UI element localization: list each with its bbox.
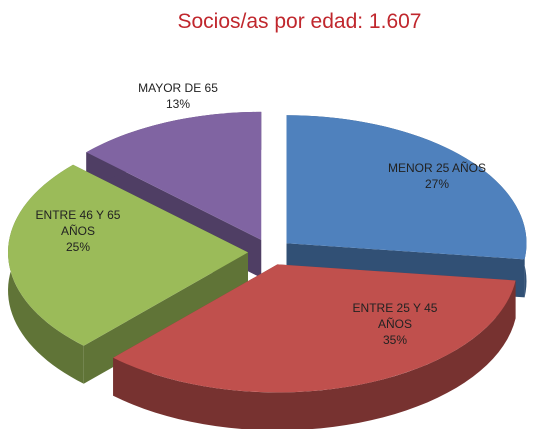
slice-side xyxy=(83,252,249,384)
data-label: MAYOR DE 65 13% xyxy=(113,80,243,112)
slice xyxy=(86,111,262,240)
value-label: 27% xyxy=(424,177,450,191)
slice xyxy=(286,115,527,260)
value-label: 13% xyxy=(165,97,191,111)
data-label: ENTRE 25 Y 45 AÑOS 35% xyxy=(345,300,445,348)
slice xyxy=(8,164,249,346)
data-label: MENOR 25 AÑOS 27% xyxy=(372,160,502,192)
data-label: ENTRE 46 Y 65 AÑOS 25% xyxy=(28,207,128,255)
category-label: ENTRE 46 Y 65 AÑOS xyxy=(35,208,121,238)
slice-wall xyxy=(113,280,516,429)
category-label: ENTRE 25 Y 45 AÑOS xyxy=(352,301,438,331)
value-label: 35% xyxy=(382,333,408,347)
category-label: MAYOR DE 65 xyxy=(138,81,218,95)
slice xyxy=(113,264,516,393)
category-label: MENOR 25 AÑOS xyxy=(387,161,487,175)
value-label: 25% xyxy=(65,240,91,254)
chart-title: Socios/as por edad: 1.607 xyxy=(177,10,422,33)
